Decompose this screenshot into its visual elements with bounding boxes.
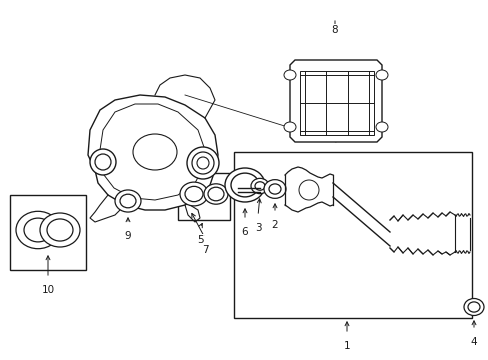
- Text: 4: 4: [470, 337, 476, 347]
- Ellipse shape: [467, 302, 479, 312]
- Bar: [234, 152, 471, 318]
- Text: 3: 3: [254, 223, 261, 233]
- Text: 8: 8: [331, 25, 338, 35]
- Ellipse shape: [24, 218, 52, 242]
- Ellipse shape: [254, 182, 264, 190]
- Ellipse shape: [264, 180, 285, 198]
- Text: 1: 1: [343, 341, 349, 351]
- Bar: [10, 195, 86, 270]
- Ellipse shape: [186, 147, 219, 179]
- Text: 2: 2: [271, 220, 278, 230]
- Ellipse shape: [268, 184, 281, 194]
- Ellipse shape: [203, 184, 227, 204]
- Ellipse shape: [284, 122, 295, 132]
- Ellipse shape: [230, 173, 259, 197]
- Ellipse shape: [250, 178, 268, 194]
- Ellipse shape: [115, 190, 141, 212]
- Ellipse shape: [16, 211, 60, 249]
- Ellipse shape: [224, 168, 264, 202]
- Ellipse shape: [90, 149, 116, 175]
- Ellipse shape: [284, 70, 295, 80]
- Text: 6: 6: [241, 227, 248, 237]
- Ellipse shape: [463, 298, 483, 315]
- Ellipse shape: [47, 219, 73, 241]
- Ellipse shape: [192, 152, 214, 174]
- Text: 5: 5: [196, 235, 203, 245]
- Polygon shape: [88, 95, 218, 210]
- Polygon shape: [289, 60, 381, 142]
- Ellipse shape: [40, 213, 80, 247]
- Ellipse shape: [184, 186, 203, 202]
- Bar: [299, 71, 373, 135]
- Text: 10: 10: [41, 285, 55, 295]
- Ellipse shape: [180, 182, 207, 206]
- Ellipse shape: [120, 194, 136, 208]
- Text: 9: 9: [124, 231, 131, 241]
- Ellipse shape: [375, 122, 387, 132]
- Ellipse shape: [207, 187, 224, 201]
- Ellipse shape: [197, 157, 208, 169]
- Ellipse shape: [95, 154, 111, 170]
- Ellipse shape: [375, 70, 387, 80]
- Text: 7: 7: [201, 245, 208, 255]
- Bar: [178, 173, 229, 220]
